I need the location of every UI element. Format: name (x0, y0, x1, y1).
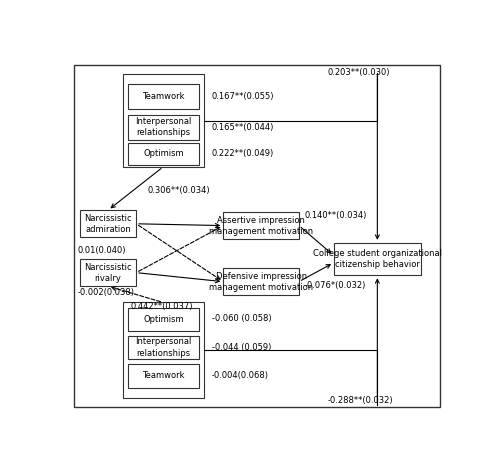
Text: Narcissistic
rivalry: Narcissistic rivalry (84, 263, 132, 282)
Text: 0.140**(0.034): 0.140**(0.034) (304, 211, 367, 220)
Text: -0.044 (0.059): -0.044 (0.059) (212, 343, 271, 352)
FancyBboxPatch shape (128, 115, 200, 140)
Text: College student organizational
citizenship behavior: College student organizational citizensh… (313, 249, 442, 269)
Text: 0.306**(0.034): 0.306**(0.034) (148, 186, 210, 195)
Text: -0.076*(0.032): -0.076*(0.032) (304, 281, 366, 290)
Text: Narcissistic
admiration: Narcissistic admiration (84, 214, 132, 234)
FancyBboxPatch shape (224, 268, 299, 295)
Text: 0.442**(0.037): 0.442**(0.037) (130, 302, 193, 311)
FancyBboxPatch shape (128, 308, 200, 331)
Text: Optimism: Optimism (143, 149, 184, 158)
Text: -0.004(0.068): -0.004(0.068) (212, 371, 268, 380)
Text: Assertive impression
management motivation: Assertive impression management motivati… (209, 216, 313, 235)
Text: 0.165**(0.044): 0.165**(0.044) (212, 123, 274, 132)
Text: Optimism: Optimism (143, 315, 184, 324)
FancyBboxPatch shape (122, 74, 204, 167)
FancyBboxPatch shape (74, 65, 440, 407)
Text: -0.060 (0.058): -0.060 (0.058) (212, 314, 272, 323)
FancyBboxPatch shape (128, 142, 200, 165)
Text: Defensive impression
management motivation: Defensive impression management motivati… (209, 272, 313, 292)
FancyBboxPatch shape (128, 364, 200, 388)
FancyBboxPatch shape (334, 243, 421, 275)
Text: Teamwork: Teamwork (142, 92, 184, 101)
FancyBboxPatch shape (80, 210, 136, 237)
Text: 0.167**(0.055): 0.167**(0.055) (212, 92, 274, 101)
Text: -0.288**(0.032): -0.288**(0.032) (328, 396, 394, 406)
Text: 0.203**(0.030): 0.203**(0.030) (328, 68, 390, 77)
FancyBboxPatch shape (80, 259, 136, 286)
Text: Interpersonal
relationships: Interpersonal relationships (136, 118, 192, 137)
Text: 0.01(0.040): 0.01(0.040) (77, 245, 126, 255)
FancyBboxPatch shape (122, 303, 204, 399)
Text: -0.002(0.038): -0.002(0.038) (77, 288, 134, 297)
Text: Teamwork: Teamwork (142, 371, 184, 380)
Text: 0.222**(0.049): 0.222**(0.049) (212, 149, 274, 158)
FancyBboxPatch shape (128, 336, 200, 359)
FancyBboxPatch shape (224, 212, 299, 239)
Text: Interpersonal
relationships: Interpersonal relationships (136, 337, 192, 358)
FancyBboxPatch shape (128, 84, 200, 109)
